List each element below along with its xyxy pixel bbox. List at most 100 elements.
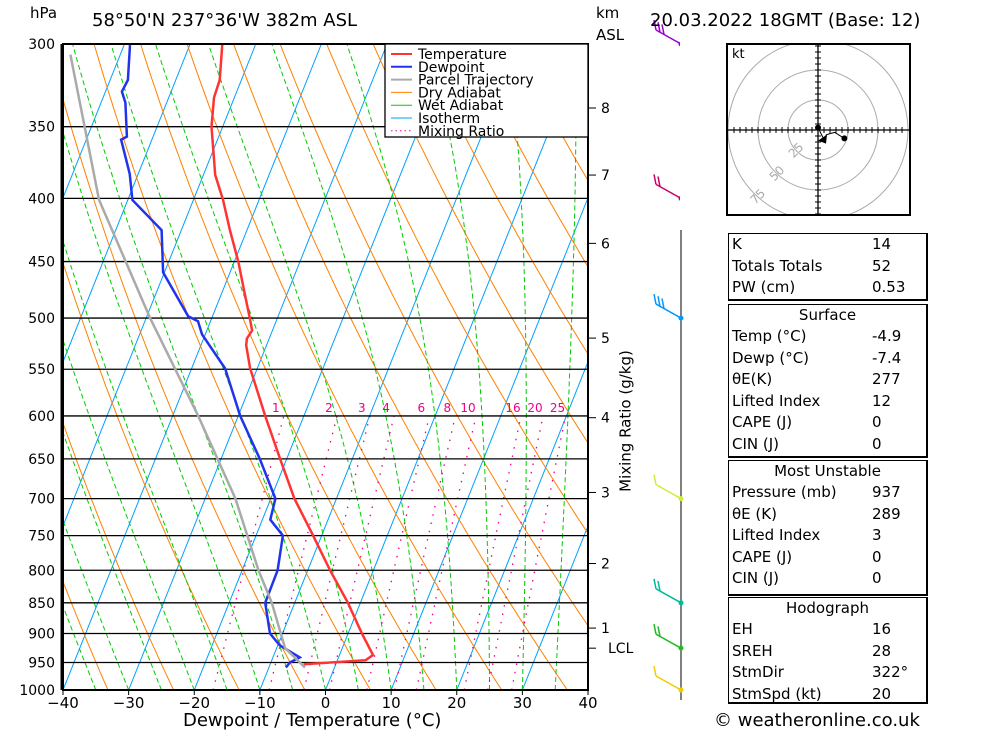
temperature-line [210, 44, 375, 666]
stat-label: CIN (J) [732, 434, 780, 453]
axes: 3003504004505005506006507007508008509009… [19, 37, 633, 712]
hodograph-mask [680, 20, 960, 232]
location-title: 58°50'N 237°36'W 382m ASL [92, 10, 358, 31]
stat-label: PW (cm) [732, 278, 796, 297]
dry-adiabat-line [978, 44, 1000, 690]
wet-adiabat-line [346, 44, 458, 690]
datetime-title: 20.03.2022 18GMT (Base: 12) [650, 10, 921, 31]
stat-row: K 14 [729, 234, 926, 256]
wind-barb-feather [661, 24, 665, 35]
isotherm-line [63, 44, 322, 690]
x-axis-title: Dewpoint / Temperature (°C) [183, 710, 442, 731]
section-title: Surface [798, 306, 857, 324]
stat-row: Lifted Index 3 [729, 525, 926, 547]
dry-adiabat-line [419, 44, 588, 356]
stat-label: Lifted Index [732, 526, 821, 545]
km-tick-label: 6 [601, 236, 610, 252]
surface-box: Surface Temp (°C) -4.9 Dewp (°C) -7.4 θE(K… [728, 304, 928, 458]
mixing-ratio-label: 16 [505, 401, 520, 415]
wet-adiabat-line [207, 44, 392, 690]
legend-label: Dewpoint [418, 60, 485, 76]
isotherm-line [128, 44, 388, 690]
stat-label: StmSpd (kt) [732, 684, 822, 703]
km-tick-label: 1 [601, 621, 610, 637]
profiles: 1 2 3 4 6 8 10 16 20 25 [69, 44, 565, 669]
wind-barb-feather [661, 298, 665, 309]
parcel-trajectory-line [69, 54, 306, 669]
pressure-tick-label: 650 [28, 452, 55, 468]
pressure-tick-label: 350 [28, 120, 55, 136]
mixing-ratio-label: 25 [550, 401, 565, 415]
mixing-ratio-line [463, 415, 522, 690]
most-unstable-box: Most Unstable Pressure (mb) 937 θE (K) 289… [728, 460, 928, 596]
x-tick-label: 30 [513, 694, 532, 712]
stat-value: 322° [872, 663, 909, 682]
km-tick-label: 3 [601, 485, 610, 501]
x-tick-label: −10 [244, 694, 276, 712]
x-tick-label: −30 [113, 694, 145, 712]
hodograph-stats-box: Hodograph EH 16 SREH 28 StmDir 322° StmSpd … [728, 597, 928, 704]
pressure-tick-label: 450 [28, 255, 55, 271]
stat-value: 0 [872, 434, 882, 453]
dry-adiabat-line [93, 44, 371, 690]
km-tick-label: 5 [601, 331, 610, 347]
stat-row: CAPE (J) 0 [729, 547, 926, 569]
mixing-ratio-line [212, 415, 285, 690]
stat-label: Lifted Index [732, 391, 821, 410]
stat-label: Pressure (mb) [732, 483, 837, 501]
km-tick-label: 8 [601, 101, 610, 117]
pressure-tick-label: 950 [28, 655, 55, 671]
wet-adiabat-line [63, 130, 261, 690]
pressure-tick-label: 900 [28, 626, 55, 642]
stat-value: 0 [872, 547, 882, 566]
stat-value: 20 [872, 684, 892, 703]
hodograph-border [726, 43, 911, 216]
stat-row: PW (cm) 0.53 [729, 277, 926, 299]
legend-label: Isotherm [418, 111, 480, 127]
km-tick-label: 4 [601, 411, 610, 427]
mixing-ratio-line [487, 415, 544, 690]
stat-value: 52 [872, 256, 892, 275]
legend-label: Wet Adiabat [418, 98, 504, 114]
isotherm-line [521, 524, 588, 690]
stat-label: θE(K) [732, 370, 773, 389]
wind-barb-feather [657, 22, 661, 33]
wind-barb-staff [655, 588, 682, 604]
dry-adiabat-line [63, 580, 109, 690]
wet-adiabat-line [507, 44, 527, 690]
pressure-tick-label: 750 [28, 529, 55, 545]
stat-value: 14 [872, 235, 892, 253]
stat-label: CAPE (J) [732, 413, 793, 432]
legend-label: Temperature [417, 47, 507, 63]
mixing-ratio-axis-title: Mixing Ratio (g/kg) [616, 350, 635, 492]
stat-label: K [732, 235, 742, 253]
wind-barb-staff [655, 483, 682, 500]
x-tick-label: 20 [447, 694, 466, 712]
pressure-tick-label: 600 [28, 409, 55, 425]
hpa-label: hPa [30, 4, 58, 22]
wind-barb-feather [653, 474, 657, 485]
stat-value: 0 [872, 569, 882, 588]
wet-adiabat-line [63, 519, 130, 690]
stat-value: 0.53 [872, 278, 906, 297]
copyright-link[interactable]: © weatheronline.co.uk [714, 710, 920, 731]
dry-adiabat-line [326, 44, 588, 535]
stat-row: Pressure (mb) 937 [729, 482, 926, 504]
mixing-ratio-label: 20 [527, 401, 542, 415]
x-tick-label: −20 [178, 694, 210, 712]
wet-adiabat-line [63, 431, 162, 690]
wind-barb-staff [655, 29, 682, 45]
pressure-tick-label: 1000 [19, 683, 55, 699]
km-label: km [596, 4, 620, 22]
pressure-tick-label: 800 [28, 563, 55, 579]
stat-value: 28 [872, 641, 892, 660]
wet-adiabat-line [554, 44, 577, 690]
stat-value: -7.4 [872, 348, 902, 367]
dry-adiabat-line [372, 44, 588, 444]
wind-barb-feather [657, 176, 661, 187]
stat-value: 3 [872, 526, 882, 545]
mixing-ratio-label: 10 [460, 401, 475, 415]
stat-label: CAPE (J) [732, 547, 793, 566]
mixing-ratio-line [511, 415, 567, 690]
